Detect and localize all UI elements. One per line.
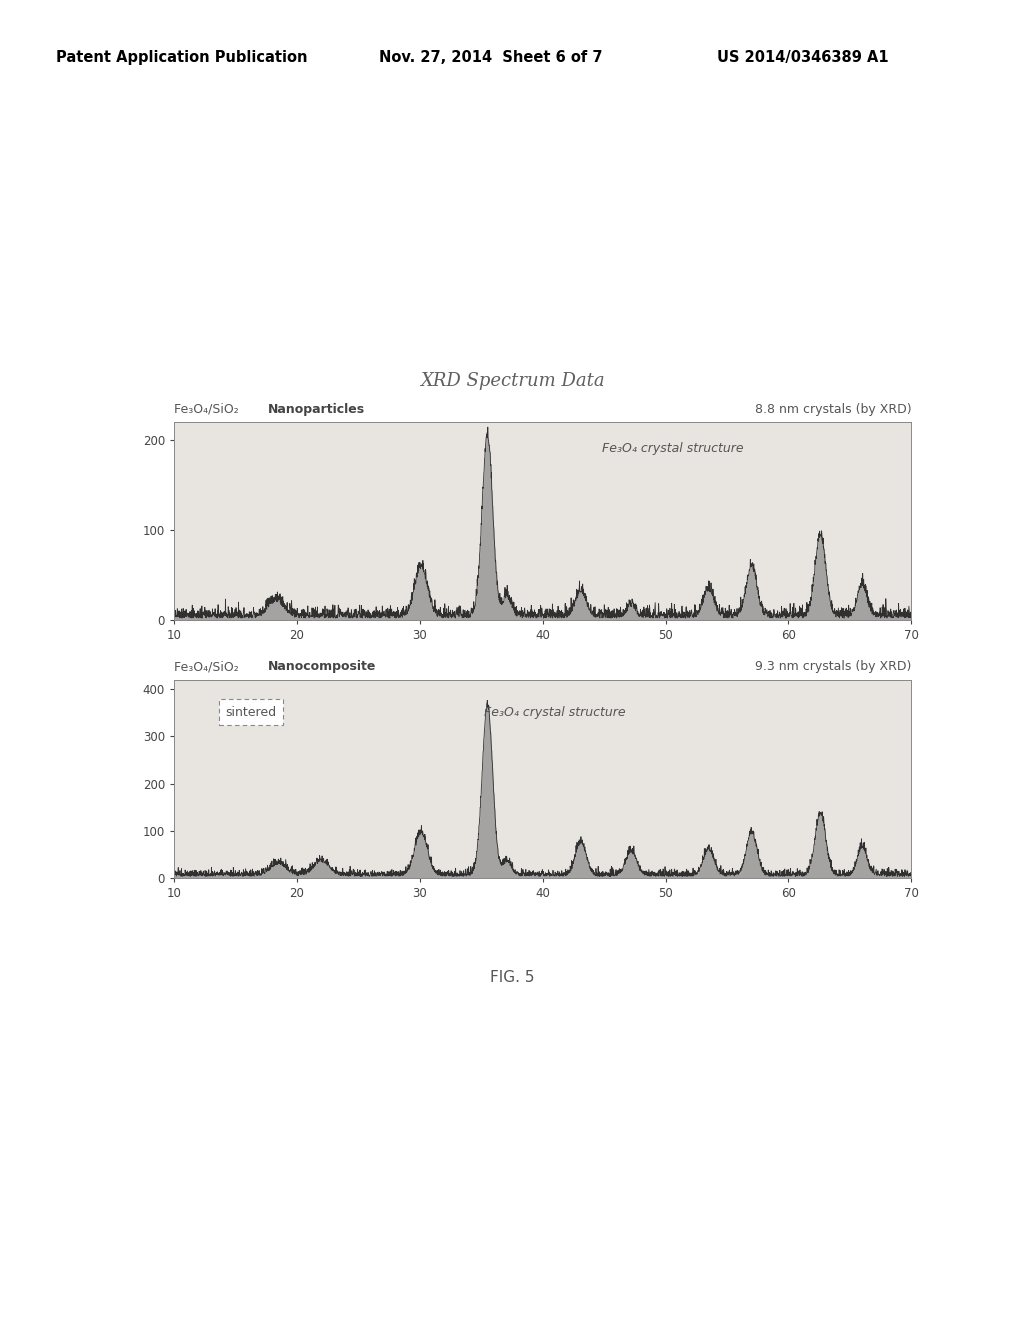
Text: Fe₃O₄ crystal structure: Fe₃O₄ crystal structure [602, 442, 743, 455]
Text: Nanocomposite: Nanocomposite [268, 660, 377, 673]
Text: Nov. 27, 2014  Sheet 6 of 7: Nov. 27, 2014 Sheet 6 of 7 [379, 50, 602, 65]
Text: FIG. 5: FIG. 5 [489, 970, 535, 985]
Text: 9.3 nm crystals (by XRD): 9.3 nm crystals (by XRD) [755, 660, 911, 673]
Text: sintered: sintered [225, 706, 276, 718]
Text: Fe₃O₄/SiO₂: Fe₃O₄/SiO₂ [174, 660, 243, 673]
Text: Fe₃O₄/SiO₂: Fe₃O₄/SiO₂ [174, 403, 243, 416]
Text: US 2014/0346389 A1: US 2014/0346389 A1 [717, 50, 889, 65]
Text: Patent Application Publication: Patent Application Publication [56, 50, 308, 65]
Text: XRD Spectrum Data: XRD Spectrum Data [420, 372, 604, 391]
Text: Fe₃O₄ crystal structure: Fe₃O₄ crystal structure [483, 706, 626, 718]
Text: 8.8 nm crystals (by XRD): 8.8 nm crystals (by XRD) [755, 403, 911, 416]
Text: Nanoparticles: Nanoparticles [268, 403, 366, 416]
